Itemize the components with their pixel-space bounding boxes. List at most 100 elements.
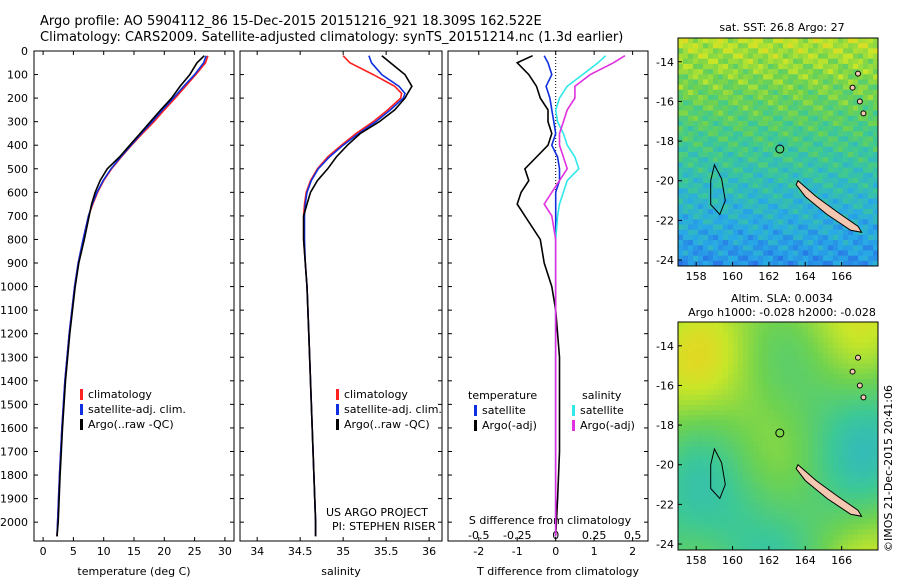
map-cell xyxy=(688,157,694,163)
map-cell xyxy=(713,420,719,427)
map-cell xyxy=(833,188,839,194)
map-cell xyxy=(848,193,854,200)
map-cell xyxy=(763,342,769,349)
map-cell xyxy=(683,513,689,520)
map-cell xyxy=(828,446,834,452)
map-cell xyxy=(728,332,734,338)
panel-frame xyxy=(447,50,649,542)
map-cell xyxy=(818,384,824,390)
map-cell xyxy=(818,224,824,231)
map-cell xyxy=(813,451,819,458)
map-cell xyxy=(743,203,749,210)
map-cell xyxy=(698,172,704,179)
map-cell xyxy=(823,120,829,127)
map-cell xyxy=(688,245,694,251)
map-cell xyxy=(843,544,849,551)
map-cell xyxy=(873,363,879,370)
map-cell xyxy=(798,487,804,494)
map-cell xyxy=(868,539,874,546)
map-cell xyxy=(743,43,749,49)
map-cell xyxy=(848,513,854,520)
map-cell xyxy=(738,58,744,65)
map-cell xyxy=(748,193,754,200)
map-cell xyxy=(693,353,699,359)
map-cell xyxy=(788,358,794,364)
map-cell xyxy=(873,38,879,44)
map-cell xyxy=(713,487,719,494)
map-cell xyxy=(828,157,834,163)
map-cell xyxy=(783,172,789,179)
map-cell xyxy=(723,167,729,174)
map-cell xyxy=(838,89,844,96)
map-cell xyxy=(868,467,874,473)
map-cell xyxy=(833,467,839,473)
map-cell xyxy=(788,167,794,174)
map-cell xyxy=(858,167,864,174)
map-cell xyxy=(868,327,874,333)
map-cell xyxy=(748,363,754,370)
map-cell xyxy=(803,347,809,354)
map-cell xyxy=(683,508,689,515)
map-cell xyxy=(808,451,814,458)
map-cell xyxy=(798,436,804,442)
map-cell xyxy=(708,43,714,49)
map-cell xyxy=(698,524,704,530)
map-cell xyxy=(678,518,684,525)
map-cell xyxy=(788,503,794,509)
map-cell xyxy=(738,229,744,236)
map-cell xyxy=(753,172,759,179)
map-cell xyxy=(753,404,759,411)
map-cell xyxy=(843,446,849,452)
map-cell xyxy=(718,420,724,427)
map-cell xyxy=(823,347,829,354)
map-cell xyxy=(803,524,809,530)
map-cell xyxy=(813,513,819,520)
map-cell xyxy=(838,53,844,60)
map-cell xyxy=(823,74,829,80)
x-tick-label: 30 xyxy=(218,545,232,558)
map-cell xyxy=(838,337,844,344)
map-cell xyxy=(788,100,794,106)
map-cell xyxy=(793,240,799,246)
map-cell xyxy=(708,115,714,122)
map-cell xyxy=(698,456,704,463)
map-cell xyxy=(818,95,824,101)
map-cell xyxy=(828,120,834,127)
series-line-satellite xyxy=(56,55,207,537)
map-cell xyxy=(698,358,704,364)
map-cell xyxy=(683,115,689,122)
map-cell xyxy=(703,399,709,406)
map-cell xyxy=(778,105,784,111)
map-cell xyxy=(688,48,694,54)
map-cell xyxy=(758,399,764,406)
map-cell xyxy=(828,115,834,122)
map-cell xyxy=(783,183,789,189)
map-cell xyxy=(683,229,689,236)
map-cell xyxy=(818,503,824,509)
map-cell xyxy=(703,534,709,541)
map-cell xyxy=(833,219,839,225)
map-cell xyxy=(723,363,729,370)
map-cell xyxy=(768,224,774,231)
map-cell xyxy=(683,141,689,148)
map-cell xyxy=(768,120,774,127)
map-cell xyxy=(693,115,699,122)
map-cell xyxy=(853,74,859,80)
map-cell xyxy=(723,534,729,541)
map-cell xyxy=(798,146,804,153)
map-cell xyxy=(703,389,709,395)
map-cell xyxy=(808,467,814,473)
map-cell xyxy=(848,69,854,75)
map-cell xyxy=(698,389,704,395)
map-cell xyxy=(753,441,759,447)
map-cell xyxy=(818,53,824,60)
map-cell xyxy=(718,399,724,406)
map-cell xyxy=(718,255,724,262)
map-cell xyxy=(768,193,774,200)
map-cell xyxy=(823,229,829,236)
map-cell xyxy=(788,373,794,380)
map-cell xyxy=(793,110,799,117)
map-cell xyxy=(873,461,879,468)
map-cell xyxy=(743,337,749,344)
map-cell xyxy=(798,342,804,349)
